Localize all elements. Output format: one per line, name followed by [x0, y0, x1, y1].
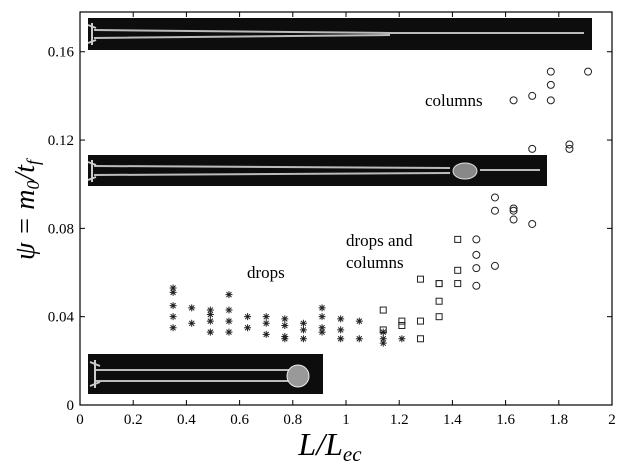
point	[318, 324, 326, 332]
point	[398, 317, 406, 325]
point	[188, 319, 196, 327]
point	[435, 297, 443, 305]
point	[546, 96, 555, 105]
y-tick-label: 0.12	[48, 133, 74, 149]
x-tick-label: 0.8	[283, 412, 302, 428]
inset-top	[87, 18, 592, 50]
x-tick-label: 2	[608, 412, 616, 428]
point	[490, 261, 499, 270]
point	[509, 215, 518, 224]
point	[188, 304, 196, 312]
point	[206, 317, 214, 325]
x-axis-label: L/Lec	[297, 426, 362, 466]
point	[206, 328, 214, 336]
point	[225, 291, 233, 299]
point	[169, 313, 177, 321]
point	[225, 317, 233, 325]
point	[299, 335, 307, 343]
point	[435, 280, 443, 288]
y-tick-label: 0.08	[48, 221, 74, 237]
point	[472, 281, 481, 290]
point	[454, 235, 462, 243]
point	[169, 302, 177, 310]
point	[584, 67, 593, 76]
point	[169, 324, 177, 332]
point	[398, 335, 406, 343]
inset-middle	[87, 155, 547, 186]
point	[206, 306, 214, 314]
point	[318, 328, 326, 336]
x-tick-label: 1	[342, 412, 350, 428]
point	[244, 324, 252, 332]
series-label: drops	[247, 263, 285, 282]
point	[546, 67, 555, 76]
point	[490, 193, 499, 202]
point	[355, 317, 363, 325]
x-tick-label: 1.8	[549, 412, 568, 428]
point	[472, 235, 481, 244]
point	[472, 264, 481, 273]
point	[281, 335, 289, 343]
point	[379, 326, 387, 334]
point	[244, 313, 252, 321]
point	[379, 335, 387, 343]
series-label: drops and columns	[346, 231, 417, 272]
x-tick-label: 0.4	[177, 412, 196, 428]
point	[355, 335, 363, 343]
y-tick-label: 0.16	[48, 45, 75, 61]
point	[281, 315, 289, 323]
point	[206, 310, 214, 318]
point	[509, 96, 518, 105]
plot-frame	[79, 11, 613, 406]
point	[262, 313, 270, 321]
point	[454, 280, 462, 288]
point	[318, 313, 326, 321]
point	[565, 140, 574, 149]
point	[225, 328, 233, 336]
point	[435, 280, 443, 288]
point	[454, 266, 462, 274]
point	[337, 326, 345, 334]
point	[262, 330, 270, 338]
point	[281, 322, 289, 330]
inset-bottom	[88, 354, 323, 394]
point	[225, 306, 233, 314]
point	[398, 322, 406, 330]
point	[435, 313, 443, 321]
point	[169, 284, 177, 292]
point	[416, 275, 424, 283]
point	[546, 80, 555, 89]
point	[416, 335, 424, 343]
point	[299, 319, 307, 327]
point	[379, 339, 387, 347]
point	[337, 335, 345, 343]
point	[337, 315, 345, 323]
x-tick-label: 1.6	[496, 412, 515, 428]
x-tick-label: 0.6	[230, 412, 249, 428]
point	[262, 319, 270, 327]
x-tick-label: 0.2	[124, 412, 143, 428]
point	[318, 304, 326, 312]
point	[379, 328, 387, 336]
point	[509, 206, 518, 215]
point	[169, 288, 177, 296]
point	[490, 206, 499, 215]
point	[565, 144, 574, 153]
x-tick-label: 1.4	[443, 412, 462, 428]
point	[528, 144, 537, 153]
point	[528, 219, 537, 228]
point	[509, 204, 518, 213]
point	[299, 326, 307, 334]
y-axis-label: ψ = m0/tf	[10, 157, 43, 260]
x-tick-label: 0	[76, 412, 84, 428]
point	[472, 250, 481, 259]
series-label: columns	[425, 91, 483, 110]
y-tick-label: 0	[67, 398, 75, 414]
x-tick-label: 1.2	[390, 412, 409, 428]
point	[379, 306, 387, 314]
point	[528, 91, 537, 100]
y-tick-label: 0.04	[48, 310, 75, 326]
point	[416, 317, 424, 325]
